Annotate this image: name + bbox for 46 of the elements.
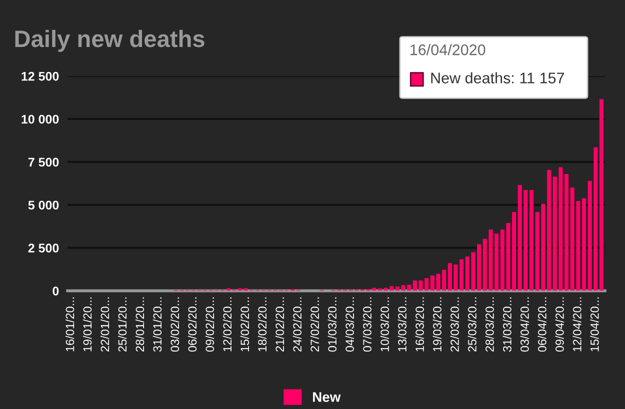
text: 16/04/2020 xyxy=(410,44,486,56)
x-tick-label: 06/02/20... xyxy=(188,297,197,352)
bar xyxy=(395,286,400,291)
x-tick-label: 31/01/20... xyxy=(152,297,162,352)
x-tick-label: 25/03/20... xyxy=(468,297,476,352)
x-tick-label: 03/04/20... xyxy=(520,297,529,352)
annotation: New deaths: 11 157 xyxy=(431,72,564,84)
x-tick-label: 31/03/20... xyxy=(502,297,512,352)
x-tick-label: 22/01/20... xyxy=(100,297,110,352)
y-tick-label: 2 500 xyxy=(28,244,59,253)
x-tick-label: 04/03/20... xyxy=(345,297,354,352)
y-tick-label: 0 xyxy=(52,286,59,296)
y-tick-label: 7 500 xyxy=(28,158,59,167)
x-tick-label: 09/02/20... xyxy=(205,297,214,352)
y-tick-label: 5 000 xyxy=(28,200,59,210)
x-tick-label: 18/02/20... xyxy=(258,297,267,352)
bar xyxy=(564,174,569,291)
x-tick-label: 15/04/20... xyxy=(590,297,599,352)
bar xyxy=(599,99,604,291)
chart-title: Daily new deaths xyxy=(15,30,204,52)
y-tick-label: 12 500 xyxy=(22,72,59,81)
x-tick-label: 16/01/20... xyxy=(65,297,74,352)
x-tick-label: 07/03/20... xyxy=(362,297,372,352)
x-tick-label: 21/02/20... xyxy=(275,297,284,352)
x-tick-label: 12/04/20... xyxy=(572,297,582,352)
x-tick-label: 24/02/20... xyxy=(292,297,302,352)
x-tick-label: 03/02/20... xyxy=(170,297,180,352)
x-tick-label: 28/01/20... xyxy=(135,297,144,352)
x-tick-label: 13/03/20... xyxy=(398,297,406,352)
x-tick-label: 28/03/20... xyxy=(485,297,494,352)
x-tick-label: 10/03/20... xyxy=(380,297,389,352)
bar xyxy=(582,198,586,291)
x-tick-label: 27/02/20... xyxy=(310,297,320,352)
legend-label: New xyxy=(313,392,341,402)
x-tick-label: 06/04/20... xyxy=(538,297,546,352)
x-tick-label: 19/03/20... xyxy=(432,297,442,352)
x-tick-label: 22/03/20... xyxy=(450,297,459,352)
bar xyxy=(546,170,552,291)
y-tick-label: 10 000 xyxy=(22,114,59,124)
x-tick-label: 09/04/20... xyxy=(555,297,564,352)
x-tick-label: 15/02/20... xyxy=(240,297,250,352)
x-tick-label: 19/01/20... xyxy=(82,297,92,352)
x-tick-label: 25/01/20... xyxy=(118,297,127,352)
x-tick-label: 16/03/20... xyxy=(415,297,424,352)
x-tick-label: 12/02/20... xyxy=(222,297,232,352)
x-tick-label: 01/03/20... xyxy=(328,297,337,352)
